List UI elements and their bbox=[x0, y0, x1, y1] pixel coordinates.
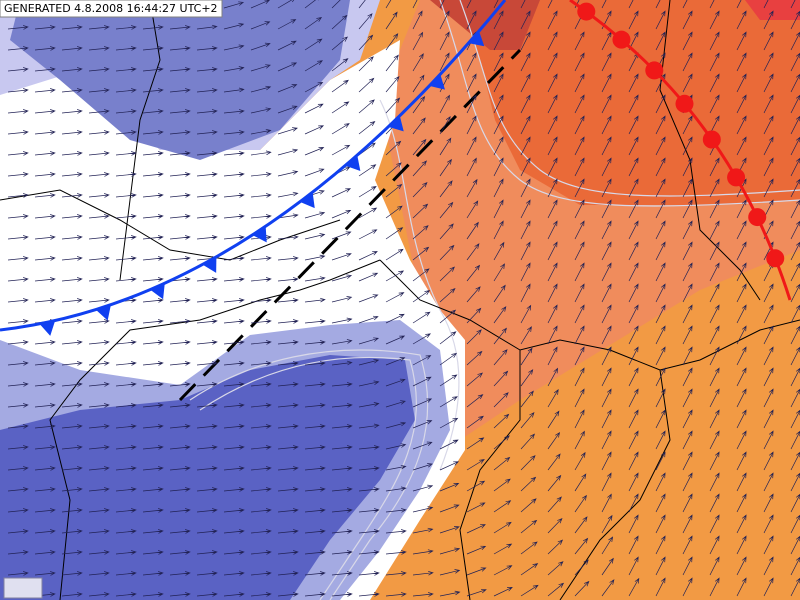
cold-area bbox=[10, 0, 350, 160]
front-semicircle bbox=[748, 208, 767, 227]
hottest-area bbox=[745, 0, 800, 20]
front-semicircle bbox=[727, 168, 746, 187]
front-semicircle bbox=[766, 249, 785, 268]
cold-front-triangles bbox=[39, 31, 485, 336]
front-triangle bbox=[299, 192, 315, 209]
hot-area bbox=[420, 0, 800, 205]
front-triangle bbox=[468, 31, 485, 47]
generated-timestamp: GENERATED 4.8.2008 16:44:27 UTC+2 bbox=[4, 2, 218, 15]
front-triangle bbox=[150, 283, 165, 300]
front-triangle bbox=[252, 226, 267, 243]
front-triangle bbox=[95, 304, 111, 321]
front-semicircle bbox=[702, 130, 721, 149]
front-triangle bbox=[388, 115, 404, 132]
isolines bbox=[189, 0, 800, 600]
front-semicircle bbox=[577, 2, 596, 21]
trough-line bbox=[178, 48, 522, 402]
front-triangle bbox=[39, 320, 56, 336]
front-semicircle bbox=[675, 94, 694, 113]
cold-area bbox=[0, 355, 415, 600]
front-semicircle bbox=[645, 61, 664, 80]
header-box bbox=[0, 0, 223, 18]
warm-front-semicircles bbox=[577, 2, 785, 268]
front-triangle bbox=[202, 256, 217, 273]
front-semicircle bbox=[612, 30, 631, 49]
legend-icon bbox=[3, 577, 43, 599]
front-triangle bbox=[429, 74, 445, 90]
front-triangle bbox=[345, 155, 361, 171]
